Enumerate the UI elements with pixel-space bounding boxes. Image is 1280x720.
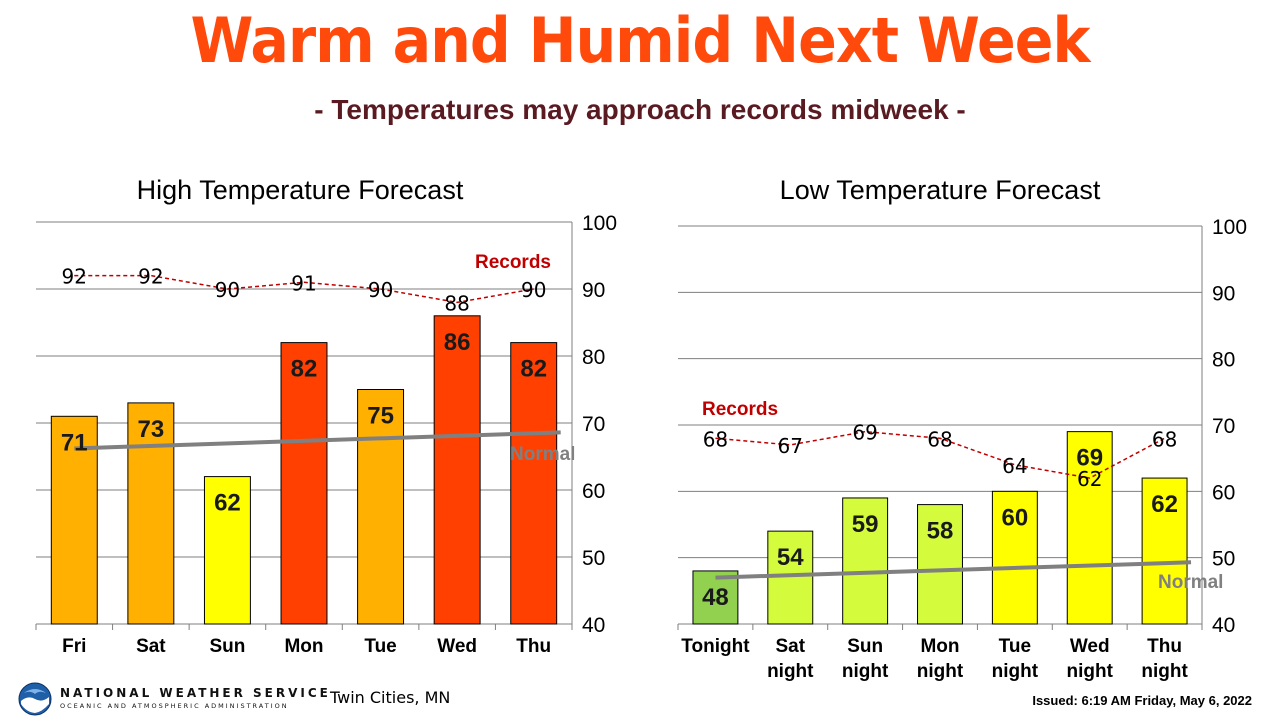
x-tick-label: Sun xyxy=(209,636,245,657)
bar-value-label: 60 xyxy=(1002,504,1029,531)
records-value-label: 90 xyxy=(368,278,393,302)
normal-line xyxy=(715,560,1192,580)
location-label: Twin Cities, MN xyxy=(330,688,451,707)
bar-value-label: 82 xyxy=(520,356,547,383)
records-value-label: 68 xyxy=(1152,427,1177,451)
y-tick-label: 40 xyxy=(1212,614,1235,637)
bar-value-label: 62 xyxy=(214,490,241,517)
bar xyxy=(433,315,481,625)
bar-value-label: 73 xyxy=(138,416,165,443)
records-value-label: 90 xyxy=(521,278,546,302)
x-tick-label: night xyxy=(1141,661,1188,682)
x-tick-label: Tonight xyxy=(681,636,750,657)
x-tick-label: Sat xyxy=(775,636,805,657)
records-line xyxy=(715,430,1165,479)
y-tick-label: 100 xyxy=(1212,216,1247,239)
records-value-label: 88 xyxy=(444,291,469,315)
records-value-label: 92 xyxy=(138,265,163,289)
bar xyxy=(917,504,963,625)
bar xyxy=(842,497,889,625)
bar-value-label: 58 xyxy=(927,518,954,545)
bar xyxy=(1066,431,1113,625)
x-tick-label: night xyxy=(917,661,964,682)
bar-value-label: 59 xyxy=(852,511,879,538)
x-tick-label: Thu xyxy=(516,636,551,657)
bar xyxy=(280,342,328,625)
noaa-logo-icon xyxy=(18,682,52,716)
x-tick-label: Sat xyxy=(136,636,166,657)
normal-label: Normal xyxy=(510,444,575,465)
x-tick-label: Thu xyxy=(1147,636,1182,657)
bar xyxy=(510,342,558,625)
bar xyxy=(1141,477,1188,625)
y-tick-label: 50 xyxy=(1212,548,1235,571)
records-value-label: 68 xyxy=(927,427,952,451)
x-tick-label: Tue xyxy=(364,636,396,657)
records-value-label: 68 xyxy=(703,427,728,451)
page-subtitle: - Temperatures may approach records midw… xyxy=(314,94,966,125)
bar-value-label: 62 xyxy=(1151,491,1178,518)
y-tick-label: 70 xyxy=(1212,415,1235,438)
records-value-label: 92 xyxy=(62,265,87,289)
bar xyxy=(203,476,251,625)
normal-label: Normal xyxy=(1158,572,1223,593)
bar xyxy=(991,490,1038,625)
bar-value-label: 75 xyxy=(367,403,394,430)
x-tick-label: night xyxy=(992,661,1039,682)
x-tick-label: night xyxy=(767,661,814,682)
bar-value-label: 54 xyxy=(777,544,804,571)
chart-title: High Temperature Forecast xyxy=(137,175,464,205)
y-tick-label: 60 xyxy=(1212,481,1235,504)
agency-name: NATIONAL WEATHER SERVICE xyxy=(60,686,331,700)
y-tick-label: 50 xyxy=(582,547,605,570)
bar-value-label: 69 xyxy=(1076,445,1103,472)
bar-value-label: 48 xyxy=(702,584,729,611)
records-label: Records xyxy=(475,252,551,273)
issued-timestamp: Issued: 6:19 AM Friday, May 6, 2022 xyxy=(1032,693,1252,708)
y-tick-label: 80 xyxy=(1212,349,1235,372)
records-value-label: 62 xyxy=(1077,467,1102,491)
bar xyxy=(127,402,175,625)
x-tick-label: Mon xyxy=(284,636,323,657)
page-title: Warm and Humid Next Week xyxy=(190,4,1090,77)
bar xyxy=(50,415,98,625)
x-tick-label: Mon xyxy=(920,636,959,657)
y-tick-label: 40 xyxy=(582,614,605,637)
x-tick-label: Fri xyxy=(62,636,86,657)
bar-value-label: 82 xyxy=(291,356,318,383)
y-tick-label: 60 xyxy=(582,480,605,503)
chart-title: Low Temperature Forecast xyxy=(780,175,1101,205)
y-tick-label: 90 xyxy=(582,279,605,302)
bar-value-label: 86 xyxy=(444,329,471,356)
records-value-label: 64 xyxy=(1002,454,1027,478)
x-tick-label: Wed xyxy=(437,636,477,657)
records-value-label: 67 xyxy=(778,434,803,458)
y-tick-label: 100 xyxy=(582,212,617,235)
x-tick-label: night xyxy=(1066,661,1113,682)
bar-value-label: 71 xyxy=(61,429,88,456)
records-value-label: 91 xyxy=(291,271,316,295)
y-tick-label: 80 xyxy=(582,346,605,369)
normal-line xyxy=(74,430,561,451)
records-line xyxy=(74,274,534,304)
bar xyxy=(357,389,405,625)
y-tick-label: 90 xyxy=(1212,282,1235,305)
x-tick-label: Wed xyxy=(1070,636,1110,657)
records-value-label: 69 xyxy=(852,421,877,445)
x-tick-label: Sun xyxy=(847,636,883,657)
bar xyxy=(692,570,739,625)
x-tick-label: night xyxy=(842,661,889,682)
records-label: Records xyxy=(702,399,778,420)
y-tick-label: 70 xyxy=(582,413,605,436)
records-value-label: 90 xyxy=(215,278,240,302)
agency-subtitle: OCEANIC AND ATMOSPHERIC ADMINISTRATION xyxy=(60,702,289,710)
x-tick-label: Tue xyxy=(999,636,1031,657)
